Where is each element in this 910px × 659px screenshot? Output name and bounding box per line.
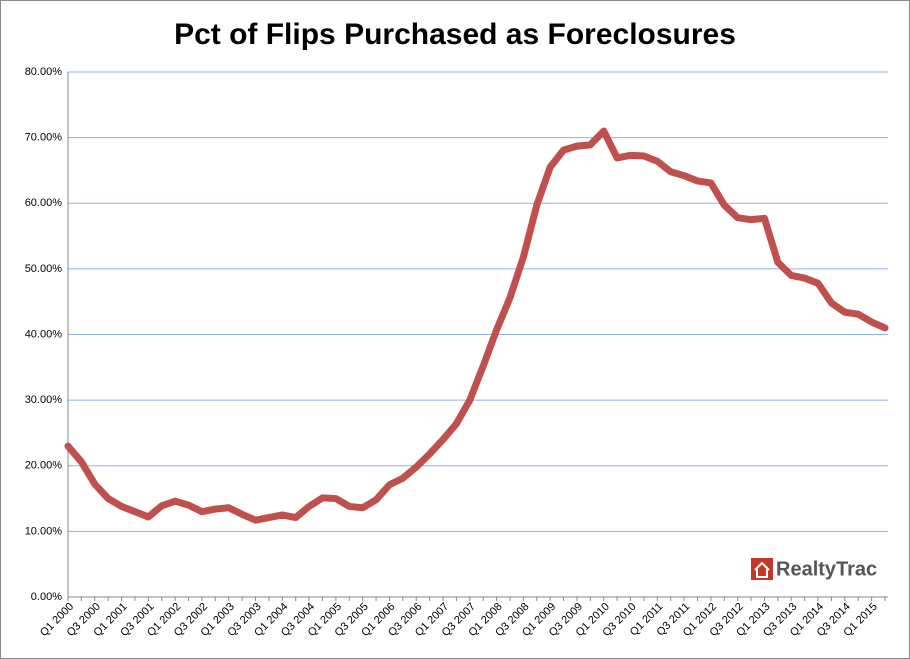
y-tick-label: 50.00% [25,263,63,275]
logo-house [754,561,770,578]
data-line [64,127,889,524]
y-tick-label: 80.00% [25,66,63,78]
y-tick-label: 70.00% [25,132,63,144]
y-tick-label: 40.00% [25,328,63,340]
brand-logo: RealtyTrac [751,558,877,580]
brand-text: RealtyTrac [776,558,877,580]
y-tick-label: 20.00% [25,460,63,472]
chart-title: Pct of Flips Purchased as Foreclosures [174,18,736,51]
y-tick-label: 10.00% [25,525,63,537]
y-tick-label: 0.00% [31,591,62,603]
y-tick-label: 60.00% [25,197,63,209]
y-tick-label: 30.00% [25,394,63,406]
